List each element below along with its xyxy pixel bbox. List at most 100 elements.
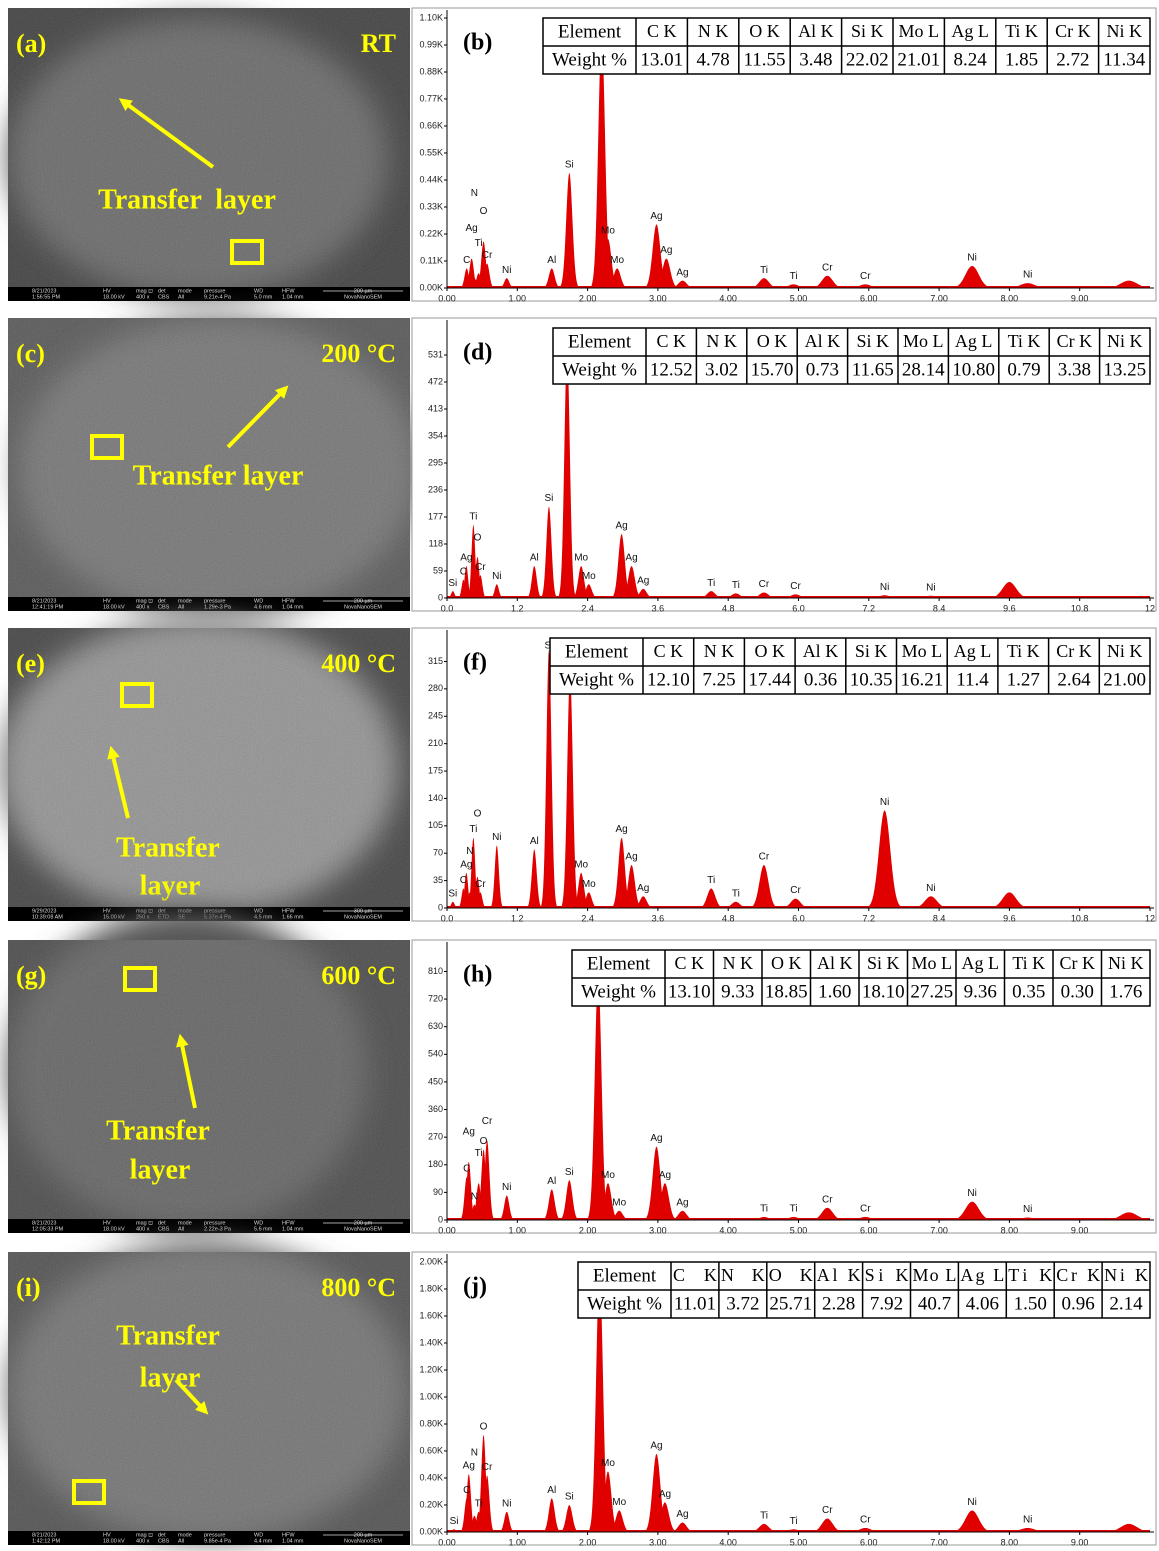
table-cell: 2.14 xyxy=(1109,1293,1143,1314)
table-header: Ag L xyxy=(960,1265,1004,1285)
x-tick-label: 2.00 xyxy=(579,1537,597,1547)
peak-label: Ag xyxy=(625,553,637,564)
peak-label: Cr xyxy=(822,262,833,273)
y-tick-label: 0.60K xyxy=(419,1445,443,1455)
peak-label: Ni xyxy=(502,1498,511,1509)
sem-info: 1.29e-3 Pa xyxy=(204,604,232,610)
panel-label: (c) xyxy=(16,339,45,368)
panel-label: (j) xyxy=(463,1274,487,1300)
x-tick-label: 7.00 xyxy=(930,1225,948,1235)
table-header: Element xyxy=(565,641,629,662)
y-tick-label: 0.55K xyxy=(419,147,443,157)
table-cell: 0.96 xyxy=(1062,1293,1095,1314)
peak-label: O xyxy=(474,808,482,819)
peak-label: Mo xyxy=(612,1497,626,1508)
table-cell: 9.33 xyxy=(721,981,754,1002)
peak-label: Ni xyxy=(967,253,976,264)
peak-label: O xyxy=(480,1421,488,1432)
peak-label: C xyxy=(463,255,470,266)
table-header: Cr K xyxy=(1055,21,1091,41)
peak-label: Mo xyxy=(574,553,588,564)
y-tick-label: 59 xyxy=(433,565,443,575)
x-tick-label: 9.00 xyxy=(1071,1225,1089,1235)
table-cell: 1.50 xyxy=(1014,1293,1047,1314)
peak-label: Cr xyxy=(482,1116,493,1127)
x-tick-label: 0.00 xyxy=(438,293,456,303)
panel-label: (b) xyxy=(463,30,492,56)
y-tick-label: 0.00K xyxy=(419,1526,443,1536)
x-tick-label: 2.4 xyxy=(581,603,594,613)
peak-label: Cr xyxy=(759,579,770,590)
x-tick-label: 5.00 xyxy=(790,1225,808,1235)
table-header: Al K xyxy=(798,21,834,41)
table-header: Mo L xyxy=(903,331,944,351)
table-cell: 2.28 xyxy=(822,1293,855,1314)
peak-label: Ni xyxy=(926,883,935,894)
x-tick-label: 9.00 xyxy=(1071,1537,1089,1547)
peak-label: Ni xyxy=(492,571,501,582)
y-tick-label: 0.00K xyxy=(419,282,443,292)
table-cell: 7.92 xyxy=(870,1293,903,1314)
x-tick-label: 1.2 xyxy=(511,603,524,613)
y-tick-label: 236 xyxy=(428,484,443,494)
peak-label: Ti xyxy=(469,511,477,522)
table-row-label: Weight % xyxy=(562,359,637,380)
peak-label: Ag xyxy=(650,1440,662,1451)
x-tick-label: 4.8 xyxy=(722,913,735,923)
table-header: Ag L xyxy=(951,21,989,41)
peak-label: Al xyxy=(530,836,539,847)
table-cell: 3.48 xyxy=(799,49,832,70)
table-header: Element xyxy=(558,21,622,42)
sem-info: 12:05:33 PM xyxy=(32,1226,64,1232)
x-tick-label: 8.4 xyxy=(933,603,946,613)
x-tick-label: 2.00 xyxy=(579,293,597,303)
sem-info: 18.00 kV xyxy=(103,1226,125,1232)
sem-info: CBS xyxy=(158,1226,170,1232)
table-header: Si K xyxy=(855,641,888,661)
table-cell: 13.01 xyxy=(640,49,683,70)
panel-label: (d) xyxy=(463,340,492,366)
table-header: Cr K xyxy=(1056,641,1092,661)
table-row-label: Weight % xyxy=(559,669,634,690)
x-tick-label: 12 xyxy=(1145,913,1155,923)
table-header: Ti K xyxy=(1007,641,1040,661)
x-tick-label: 1.00 xyxy=(509,293,527,303)
x-tick-label: 7.00 xyxy=(930,293,948,303)
table-header: Si K xyxy=(867,953,900,973)
x-tick-label: 3.6 xyxy=(652,913,665,923)
table-cell: 2.72 xyxy=(1056,49,1089,70)
eds-chart: 0.00K0.11K0.22K0.33K0.44K0.55K0.66K0.77K… xyxy=(412,8,1156,303)
sem-info: 4.6 mm xyxy=(254,604,273,610)
table-cell: 18.85 xyxy=(765,981,808,1002)
table-cell: 4.06 xyxy=(966,1293,999,1314)
sem-info: CBS xyxy=(158,604,170,610)
sem-info: All xyxy=(178,294,184,300)
peak-label: Ni xyxy=(967,1497,976,1508)
table-header: O K xyxy=(769,1265,813,1285)
y-tick-label: 0.88K xyxy=(419,66,443,76)
y-tick-label: 1.60K xyxy=(419,1310,443,1320)
peak-label: Al xyxy=(530,553,539,564)
eds-chart: 0591181772362953544134725310.01.22.43.64… xyxy=(412,318,1156,613)
table-header: Ni K xyxy=(1107,641,1143,661)
peak-label: Cr xyxy=(860,271,871,282)
table-header: C K xyxy=(647,21,677,41)
table-cell: 1.60 xyxy=(818,981,851,1002)
x-tick-label: 4.00 xyxy=(719,293,737,303)
y-tick-label: 354 xyxy=(428,430,443,440)
y-tick-label: 0.20K xyxy=(419,1499,443,1509)
x-tick-label: 1.00 xyxy=(509,1225,527,1235)
sem-brand: NovaNanoSEM xyxy=(344,1538,382,1544)
figure: 8/21/20231:56:55 PMHV18.00 kVmag ⊡400 xd… xyxy=(0,0,1159,1551)
x-tick-label: 4.8 xyxy=(722,603,735,613)
table-header: C K xyxy=(673,1265,717,1285)
table-header: Element xyxy=(568,331,632,352)
table-cell: 10.80 xyxy=(952,359,995,380)
peak-label: Cr xyxy=(759,852,770,863)
y-tick-label: 0 xyxy=(438,1214,443,1224)
x-tick-label: 0.00 xyxy=(438,1225,456,1235)
y-tick-label: 2.00K xyxy=(419,1256,443,1266)
peak-label: N xyxy=(471,1191,478,1202)
sem-texture xyxy=(8,8,410,301)
